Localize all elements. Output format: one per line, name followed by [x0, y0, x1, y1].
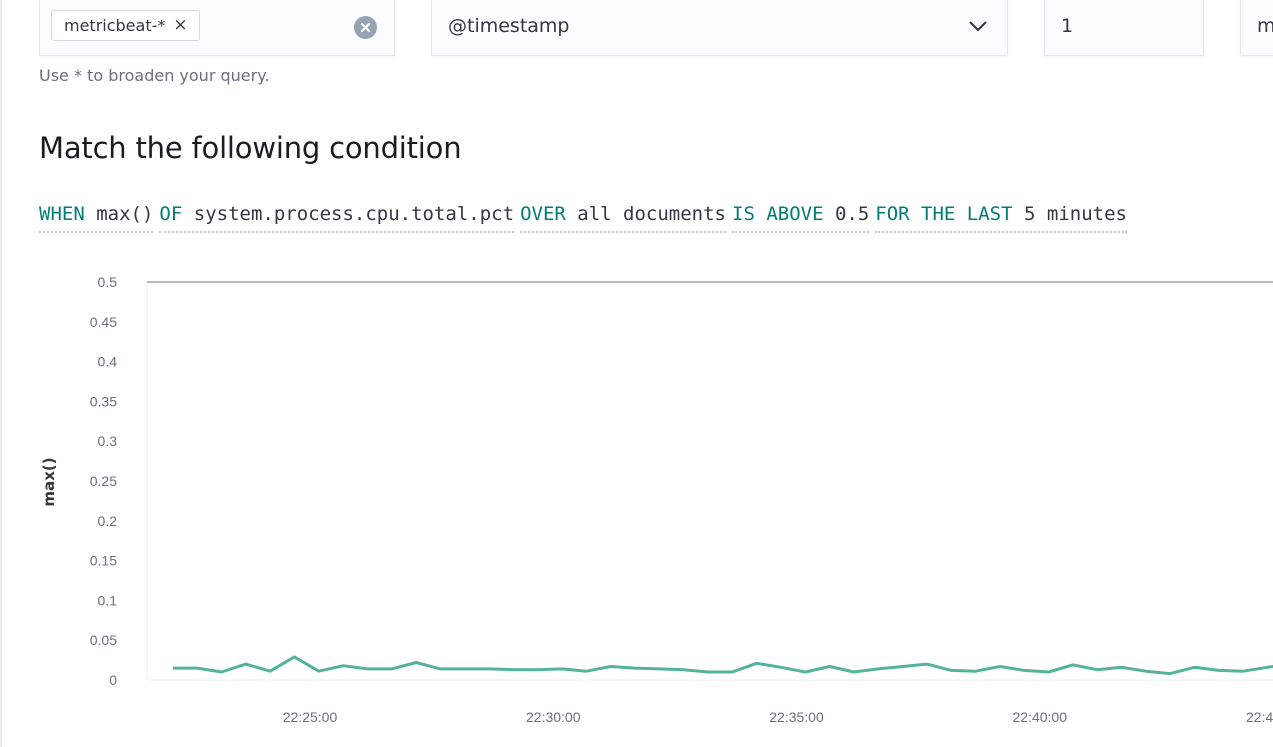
page-left-border: [0, 0, 2, 747]
when-keyword: WHEN: [39, 203, 85, 225]
y-tick-label: 0.2: [98, 513, 118, 529]
y-tick-label: 0.5: [98, 274, 118, 290]
y-tick-label: 0.25: [90, 473, 117, 489]
threshold-value: 0.5: [834, 203, 870, 225]
threshold-keyword: IS ABOVE: [732, 203, 824, 225]
threshold-chart: max() 0.5 0.45 0.4 0.35 0.3 0.25 0.2 0.15 0.1 0.0…: [40, 274, 1273, 725]
over-keyword: OVER: [520, 203, 566, 225]
for-value: 5 minutes: [1024, 203, 1127, 225]
over-expression[interactable]: OVER all documents: [520, 203, 726, 233]
window-size-value: 1: [1061, 15, 1074, 37]
section-title: Match the following condition: [39, 131, 462, 165]
y-tick-label: 0.1: [98, 592, 118, 608]
y-tick-label: 0.3: [98, 433, 118, 449]
condition-expression: WHEN max() OF system.process.cpu.total.pc…: [39, 203, 1133, 243]
x-axis: 22:25:00 22:30:00 22:35:00 22:40:00 22:4: [283, 709, 1273, 725]
window-unit-value: m: [1257, 15, 1273, 37]
index-chip[interactable]: metricbeat-* ×: [51, 10, 200, 41]
time-field-value: @timestamp: [448, 15, 570, 37]
clear-icon[interactable]: [354, 16, 377, 39]
x-tick-label: 22:40:00: [1013, 709, 1068, 725]
x-tick-label: 22:30:00: [526, 709, 581, 725]
chip-remove-icon[interactable]: ×: [173, 15, 188, 35]
for-the-last-expression[interactable]: FOR THE LAST 5 minutes: [875, 203, 1127, 233]
index-help-text: Use * to broaden your query.: [39, 66, 270, 85]
chevron-down-icon: [969, 21, 987, 32]
of-expression[interactable]: OF system.process.cpu.total.pct: [159, 203, 515, 233]
index-combobox[interactable]: metricbeat-* ×: [39, 0, 395, 56]
y-tick-label: 0.05: [90, 632, 117, 648]
field-value: system.process.cpu.total.pct: [193, 203, 515, 225]
window-size-input[interactable]: 1: [1044, 0, 1204, 56]
window-unit-select[interactable]: m: [1240, 0, 1273, 56]
of-keyword: OF: [159, 203, 183, 225]
y-tick-label: 0: [109, 672, 117, 688]
x-tick-label: 22:35:00: [769, 709, 824, 725]
over-value: all documents: [577, 203, 726, 225]
y-axis: 0.5 0.45 0.4 0.35 0.3 0.25 0.2 0.15 0.1 0.05 0: [90, 274, 117, 688]
series-line: [172, 655, 1273, 676]
x-tick-label: 22:4: [1246, 709, 1273, 725]
time-field-select[interactable]: @timestamp: [431, 0, 1008, 56]
y-tick-label: 0.45: [90, 314, 117, 330]
threshold-expression[interactable]: IS ABOVE 0.5: [732, 203, 870, 233]
aggregation-value: max(): [96, 203, 154, 225]
when-expression[interactable]: WHEN max(): [39, 203, 154, 233]
y-tick-label: 0.15: [90, 553, 117, 569]
for-keyword: FOR THE LAST: [875, 203, 1013, 225]
y-axis-title: max(): [40, 457, 58, 506]
y-tick-label: 0.4: [98, 354, 118, 370]
index-chip-label: metricbeat-*: [64, 16, 166, 35]
y-tick-label: 0.35: [90, 393, 117, 409]
x-tick-label: 22:25:00: [283, 709, 338, 725]
